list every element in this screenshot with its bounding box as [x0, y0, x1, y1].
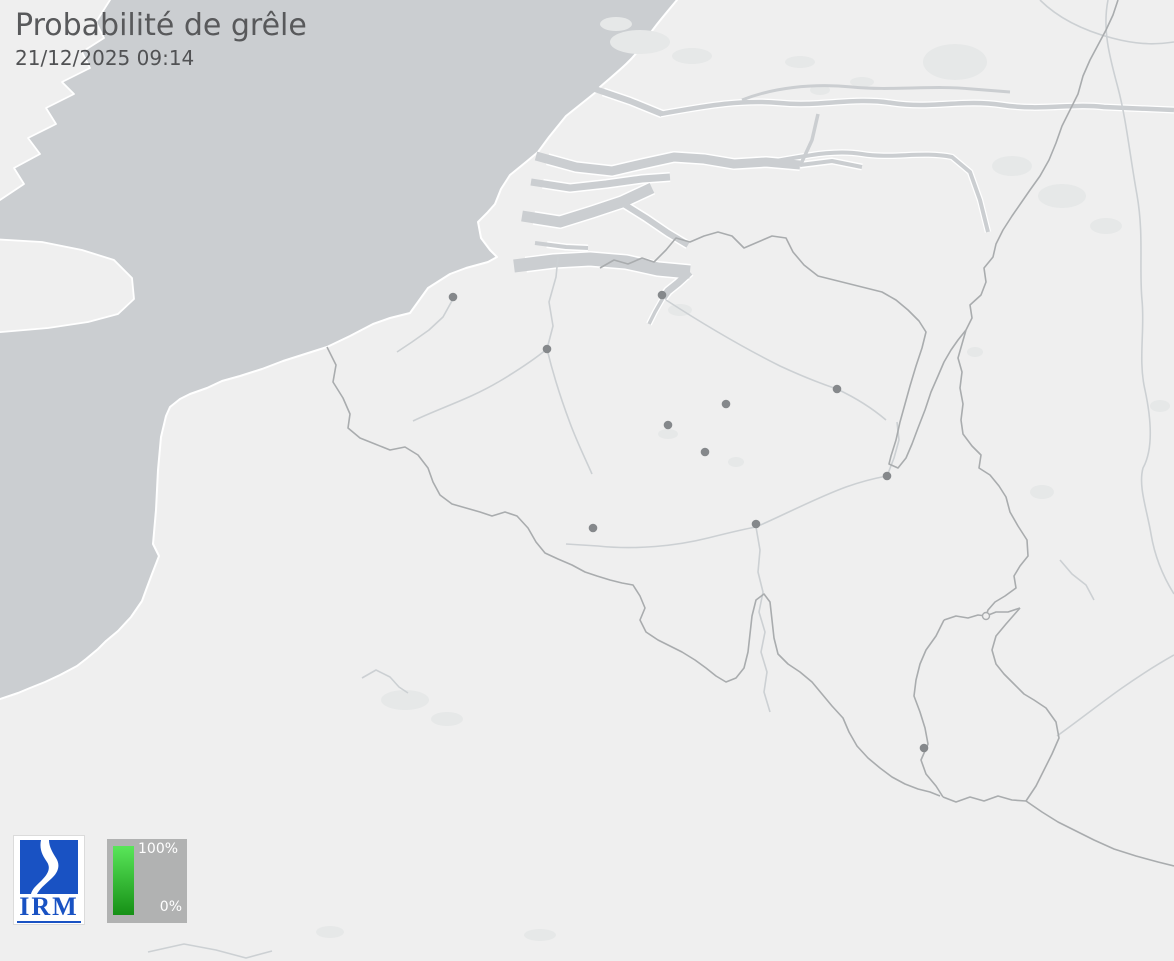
city-dot [663, 420, 673, 430]
city-dot [588, 523, 598, 533]
yser-river [396, 298, 454, 353]
city-dot [448, 292, 458, 302]
border-luxembourg-west [913, 619, 945, 798]
sambre-river [565, 526, 757, 549]
city-dot [919, 743, 929, 753]
kent-coast [0, 238, 135, 334]
city-dot [542, 344, 552, 354]
irm-logo-mark-icon [20, 840, 78, 894]
north-sea [0, 0, 679, 701]
rivers-layer [147, 0, 1174, 959]
meuse-river-namur-liege [755, 475, 888, 528]
rhine-river [1105, 0, 1174, 595]
irm-logo-underline [17, 921, 81, 923]
legend-gradient-bar [113, 846, 134, 915]
city-dot [882, 471, 892, 481]
country-borders [326, 0, 1174, 867]
ghent-terneuzen-canal [546, 256, 559, 350]
header: Probabilité de grêle 21/12/2025 09:14 [15, 8, 307, 70]
border-belgium-germany [957, 329, 1029, 617]
map-datetime: 21/12/2025 09:14 [15, 46, 195, 70]
essex-coast [0, 0, 111, 202]
leie-river [412, 348, 548, 422]
city-dot [657, 290, 667, 300]
page-title: Probabilité de grêle [15, 8, 307, 43]
river-top-right [1039, 0, 1174, 45]
small-river-france [361, 669, 409, 694]
border-belgium-netherlands [599, 231, 967, 469]
irm-logo-text: IRM [19, 892, 79, 921]
city-dot [832, 384, 842, 394]
meuse-river-south [755, 526, 771, 713]
city-dot [721, 399, 731, 409]
eifel-stream [1059, 559, 1095, 601]
border-france-germany [1025, 800, 1174, 867]
albert-canal-east [836, 388, 887, 421]
urban-areas [316, 17, 1170, 941]
probability-legend: 100% 0% [107, 839, 187, 923]
border-luxembourg-north [943, 607, 1021, 621]
city-dot [751, 519, 761, 529]
border-netherlands-germany [965, 0, 1119, 331]
sea-layer [0, 0, 679, 701]
border-france-belgium [326, 346, 941, 797]
city-dots [448, 290, 929, 753]
border-luxembourg-east [991, 607, 1060, 802]
moselle-river [1056, 654, 1174, 737]
irm-logo: IRM [14, 836, 84, 924]
tripoint-marker [981, 611, 991, 621]
somme-river [147, 943, 273, 959]
border-luxembourg-south [942, 795, 1027, 803]
legend-max-label: 100% [138, 841, 179, 857]
legend-min-label: 0% [159, 899, 182, 915]
scheldt-upstream [546, 348, 593, 475]
albert-canal [665, 299, 838, 390]
england-coast [0, 0, 135, 334]
city-dot [700, 447, 710, 457]
